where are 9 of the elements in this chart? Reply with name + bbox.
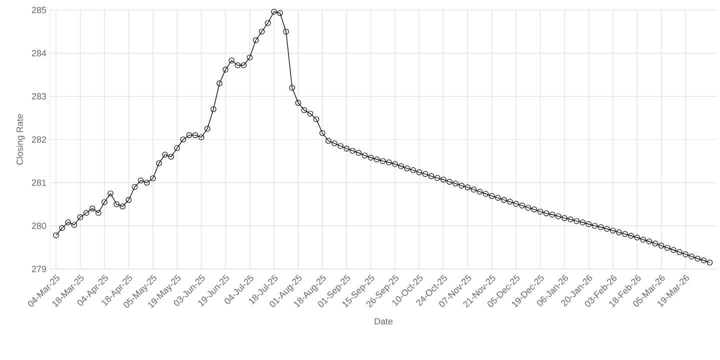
y-tick-label: 280 bbox=[32, 222, 46, 230]
y-axis-title: Closing Rate bbox=[16, 114, 25, 165]
y-tick-label: 279 bbox=[32, 266, 46, 272]
y-tick-label: 281 bbox=[32, 179, 46, 186]
y-tick-label: 284 bbox=[32, 50, 46, 56]
y-tick-label: 282 bbox=[32, 136, 46, 143]
y-tick-label: 283 bbox=[32, 93, 46, 100]
y-tick-label: 285 bbox=[32, 6, 46, 14]
x-axis-title: Date bbox=[374, 318, 393, 325]
